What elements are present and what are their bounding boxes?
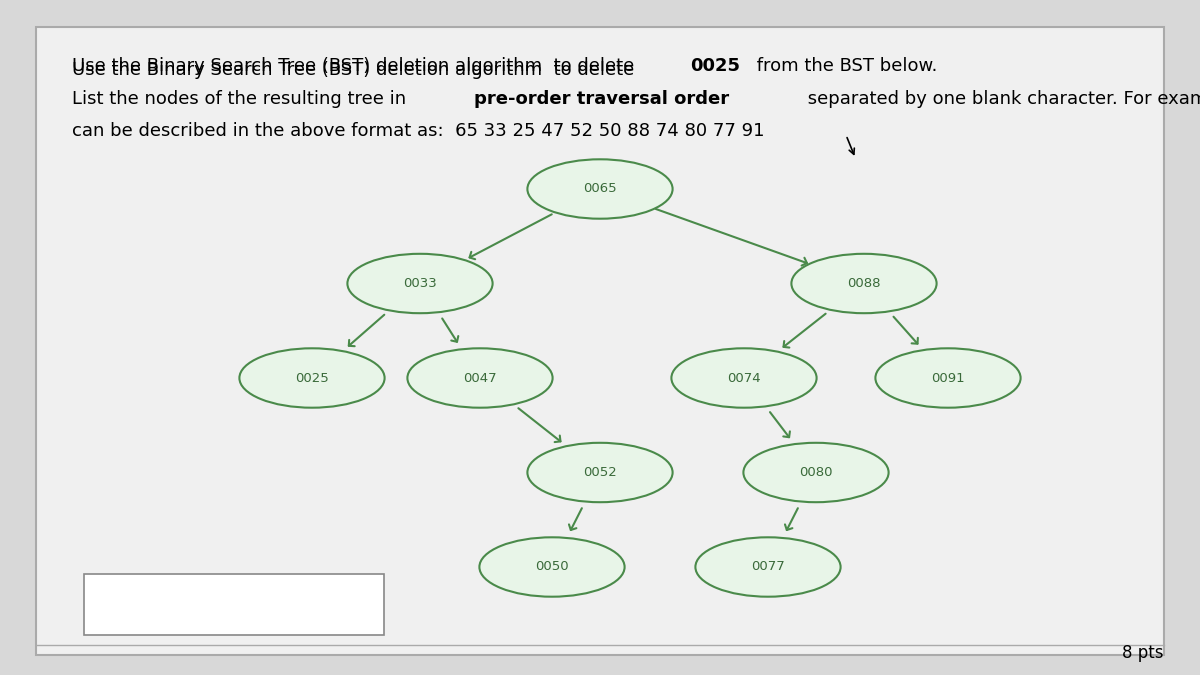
Text: 0033: 0033: [403, 277, 437, 290]
Ellipse shape: [408, 348, 553, 408]
Ellipse shape: [672, 348, 817, 408]
Text: Use the Binary Search Tree (BST) deletion algorithm  to delete: Use the Binary Search Tree (BST) deletio…: [72, 61, 640, 79]
Text: pre-order traversal order: pre-order traversal order: [474, 90, 730, 109]
Ellipse shape: [348, 254, 493, 313]
Text: List the nodes of the resulting tree in: List the nodes of the resulting tree in: [72, 90, 412, 109]
Text: 0091: 0091: [931, 371, 965, 385]
Text: 0065: 0065: [583, 182, 617, 196]
Text: 0025: 0025: [690, 57, 740, 76]
Text: separated by one blank character. For example, the tree below: separated by one blank character. For ex…: [802, 90, 1200, 109]
Ellipse shape: [696, 537, 840, 597]
Ellipse shape: [792, 254, 937, 313]
Text: 0047: 0047: [463, 371, 497, 385]
Ellipse shape: [480, 537, 625, 597]
Text: 0080: 0080: [799, 466, 833, 479]
Text: 0088: 0088: [847, 277, 881, 290]
Text: 8 pts: 8 pts: [1122, 643, 1164, 662]
Ellipse shape: [239, 348, 385, 408]
Text: 0050: 0050: [535, 560, 569, 574]
Ellipse shape: [528, 159, 673, 219]
Ellipse shape: [744, 443, 889, 502]
Ellipse shape: [876, 348, 1020, 408]
Text: 0052: 0052: [583, 466, 617, 479]
Text: from the BST below.: from the BST below.: [751, 57, 937, 76]
Text: Use the Binary Search Tree (BST) deletion algorithm  to delete: Use the Binary Search Tree (BST) deletio…: [72, 57, 640, 76]
FancyBboxPatch shape: [84, 574, 384, 634]
Text: 0074: 0074: [727, 371, 761, 385]
Ellipse shape: [528, 443, 673, 502]
Text: 0025: 0025: [295, 371, 329, 385]
Text: can be described in the above format as:  65 33 25 47 52 50 88 74 80 77 91: can be described in the above format as:…: [72, 122, 764, 140]
Text: 0077: 0077: [751, 560, 785, 574]
